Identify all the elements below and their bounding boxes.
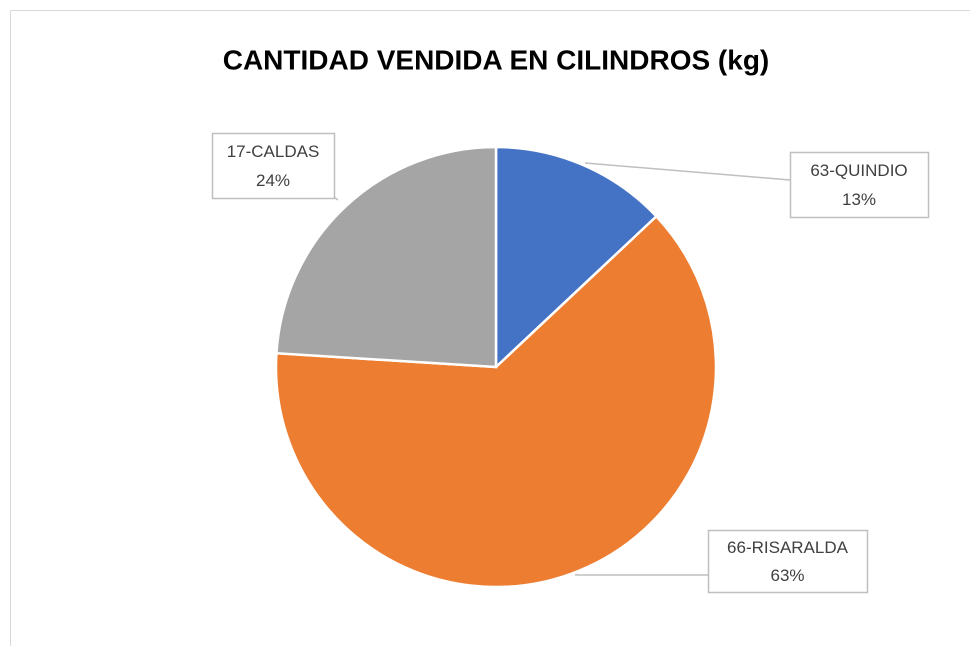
- value-label: 63%: [770, 566, 804, 585]
- value-label: 24%: [256, 171, 290, 190]
- label-box: [789, 151, 930, 219]
- pie-slice: [494, 145, 659, 370]
- leader-line: [584, 162, 791, 181]
- value-label: 13%: [842, 190, 876, 209]
- label-box: [707, 529, 869, 594]
- pie-slice: [275, 145, 498, 369]
- category-label: 63-QUINDIO: [810, 161, 907, 180]
- chart-title: CANTIDAD VENDIDA EN CILINDROS (kg): [223, 44, 770, 75]
- category-label: 17-CALDAS: [227, 142, 320, 161]
- pie-slice: [274, 214, 718, 589]
- label-box: [211, 132, 336, 200]
- category-label: 66-RISARALDA: [727, 538, 849, 557]
